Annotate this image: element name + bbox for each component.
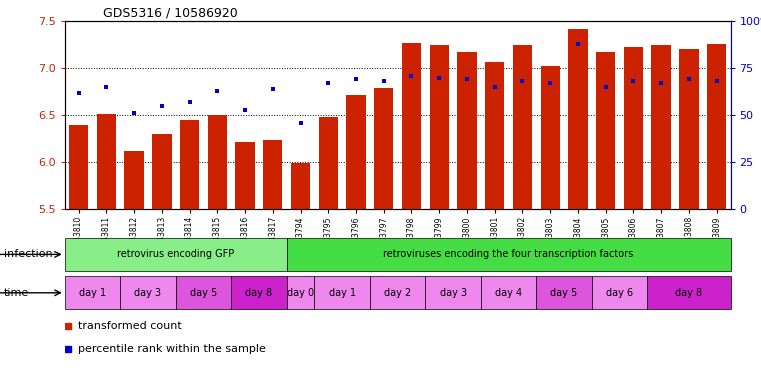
Text: day 1: day 1 — [329, 288, 355, 298]
Bar — [263, 140, 282, 209]
Text: percentile rank within the sample: percentile rank within the sample — [78, 344, 266, 354]
Text: transformed count: transformed count — [78, 321, 182, 331]
Bar — [592, 276, 648, 309]
Bar — [425, 276, 481, 309]
Text: day 8: day 8 — [245, 288, 272, 298]
Text: day 3: day 3 — [135, 288, 161, 298]
Bar — [287, 238, 731, 271]
Bar — [680, 50, 699, 209]
Text: day 3: day 3 — [440, 288, 466, 298]
Bar — [429, 45, 449, 209]
Bar — [513, 45, 532, 209]
Bar — [152, 134, 171, 209]
Text: day 5: day 5 — [550, 288, 578, 298]
Bar — [596, 52, 616, 209]
Bar — [120, 276, 176, 309]
Bar — [68, 124, 88, 209]
Bar — [624, 48, 643, 209]
Bar — [314, 276, 370, 309]
Bar — [319, 117, 338, 209]
Bar — [291, 163, 310, 209]
Bar — [287, 276, 314, 309]
Bar — [124, 151, 144, 209]
Bar — [707, 44, 727, 209]
Text: day 2: day 2 — [384, 288, 411, 298]
Text: day 0: day 0 — [287, 288, 314, 298]
Bar — [65, 238, 287, 271]
Text: GDS5316 / 10586920: GDS5316 / 10586920 — [103, 6, 237, 19]
Bar — [540, 66, 560, 209]
Text: day 4: day 4 — [495, 288, 522, 298]
Text: day 1: day 1 — [79, 288, 106, 298]
Bar — [231, 276, 287, 309]
Bar — [208, 115, 227, 209]
Bar — [481, 276, 537, 309]
Bar — [65, 276, 120, 309]
Text: retrovirus encoding GFP: retrovirus encoding GFP — [117, 249, 234, 260]
Text: day 6: day 6 — [606, 288, 633, 298]
Bar — [648, 276, 731, 309]
Bar — [235, 142, 255, 209]
Text: time: time — [4, 288, 29, 298]
Text: retroviruses encoding the four transcription factors: retroviruses encoding the four transcrip… — [384, 249, 634, 260]
Bar — [374, 88, 393, 209]
Text: day 8: day 8 — [675, 288, 702, 298]
Bar — [457, 52, 476, 209]
Bar — [485, 61, 505, 209]
Bar — [176, 276, 231, 309]
Text: infection: infection — [4, 249, 53, 260]
Bar — [346, 94, 366, 209]
Bar — [537, 276, 592, 309]
Bar — [97, 114, 116, 209]
Text: day 5: day 5 — [189, 288, 217, 298]
Bar — [370, 276, 425, 309]
Bar — [180, 120, 199, 209]
Bar — [402, 43, 421, 209]
Bar — [651, 45, 671, 209]
Bar — [568, 29, 587, 209]
